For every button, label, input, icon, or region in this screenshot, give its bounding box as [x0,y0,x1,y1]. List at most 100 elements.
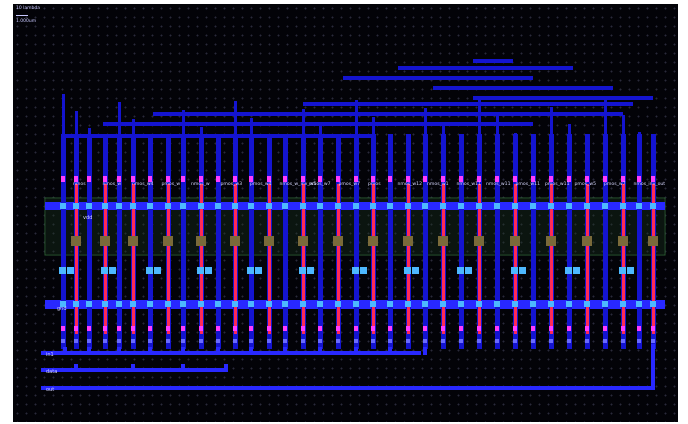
vdd-contact [165,203,171,209]
gnd-contact [102,301,108,307]
out-tap [651,344,655,390]
bottom-via [249,326,253,331]
mid-contact [205,267,212,274]
column-metal [283,134,288,349]
column-riser [118,102,121,144]
bottom-terminal [216,339,220,343]
top-via [148,176,152,182]
top-via [477,176,481,182]
gnd-contact [370,301,376,307]
bottom-terminal [249,339,253,343]
vdd-contact [440,203,446,209]
vdd-contact [180,203,186,209]
data-tap [224,364,228,372]
column-riser [407,151,410,193]
mid-contact [247,267,254,274]
column-riser [460,142,463,184]
column-riser [372,117,375,159]
poly-gate [167,184,170,334]
column-riser [234,101,237,143]
vdd-contact [584,203,590,209]
track-2 [103,122,533,126]
device-label: nmos_w12 [398,181,423,187]
in1-tap [181,347,185,355]
column-riser [652,149,655,191]
bottom-terminal [267,339,271,343]
top-via [117,176,121,182]
top-via [61,176,65,182]
device-label: nmos_inv_out [634,181,666,187]
gnd-contact [405,301,411,307]
bottom-via [585,326,589,331]
device-label: pmos [368,182,381,187]
top-via [131,176,135,182]
bottom-via [477,326,481,331]
bottom-terminal [477,339,481,343]
device-label: pmos_w11 [545,181,570,187]
column-metal [181,134,186,349]
top-via [441,176,445,182]
top-via [283,176,287,182]
vdd-contact [215,203,221,209]
vdd-contact [282,203,288,209]
gnd-contact [530,301,536,307]
bottom-via [388,326,392,331]
device-label: nmos_w7 [309,181,331,187]
bottom-via [495,326,499,331]
gnd-contact [232,301,238,307]
mid-contact [299,267,306,274]
diffusion-patch [474,236,484,246]
bottom-terminal [371,339,375,343]
gnd-contact [602,301,608,307]
diffusion-patch [368,236,378,246]
in1-tap [63,347,67,355]
column-riser [104,145,107,187]
device-label: nmos_w1 [427,181,449,187]
poly-gate [442,184,445,334]
device-label: nmos_w11 [486,181,511,187]
gnd-contact [566,301,572,307]
gnd-contact [165,301,171,307]
mid-contact [146,267,153,274]
bottom-terminal [495,339,499,343]
diffusion-patch [100,236,110,246]
vdd-contact [650,203,656,209]
out-net-label: out [46,387,54,393]
vdd-contact [458,203,464,209]
gnd-contact [650,301,656,307]
top-via [371,176,375,182]
in1-tap [388,347,392,355]
gnd-contact [300,301,306,307]
top-via [423,176,427,182]
diffusion-patch [230,236,240,246]
mid-contact [352,267,359,274]
in1-bus [41,351,421,355]
diffusion-patch [582,236,592,246]
gnd-contact [584,301,590,307]
vdd-contact [248,203,254,209]
bottom-via [336,326,340,331]
device-label: nmos_w11 [457,181,482,187]
bottom-via [267,326,271,331]
column-metal [61,134,66,349]
bottom-terminal [513,339,517,343]
column-metal [249,134,254,349]
bottom-terminal [61,339,65,343]
diffusion-patch [128,236,138,246]
mid-contact [565,267,572,274]
layout-canvas[interactable]: 10 lambda 1.000um nmos nmos_w nmos_w4 pmos_… [13,4,678,422]
vdd-contact [566,203,572,209]
bottom-via [318,326,322,331]
mid-contact [465,267,472,274]
bottom-terminal [336,339,340,343]
column-riser [62,94,65,136]
device-label: pmos_w7 [604,181,626,187]
column-riser [250,118,253,160]
vdd-contact [130,203,136,209]
top-via [388,176,392,182]
device-label: pmos_w [162,182,181,187]
gnd-contact [440,301,446,307]
vdd-contact [636,203,642,209]
column-metal [567,134,572,349]
column-riser [424,108,427,150]
